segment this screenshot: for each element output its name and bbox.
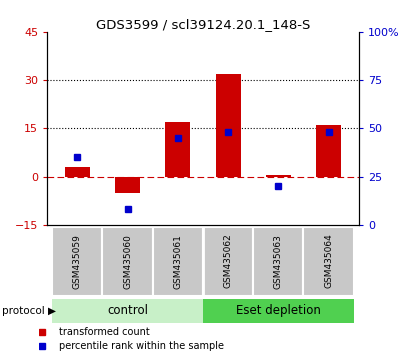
Bar (315, 125, 340, 177)
Text: GSM435064: GSM435064 (323, 234, 332, 289)
Text: GSM435061: GSM435061 (173, 234, 182, 289)
Text: GSM435060: GSM435060 (123, 234, 132, 289)
Text: GSM435062: GSM435062 (223, 234, 232, 289)
Bar (265, 175, 290, 177)
Bar (253, 227, 303, 296)
Text: protocol ▶: protocol ▶ (2, 306, 56, 316)
Bar (152, 227, 202, 296)
Text: GSM435059: GSM435059 (73, 234, 82, 289)
Bar (52, 299, 202, 322)
Bar (115, 177, 140, 193)
Bar (165, 122, 190, 177)
Text: percentile rank within the sample: percentile rank within the sample (58, 341, 223, 350)
Text: GSM435063: GSM435063 (273, 234, 282, 289)
Bar (102, 227, 152, 296)
Text: control: control (107, 304, 148, 317)
Bar (202, 299, 353, 322)
Bar (215, 74, 240, 177)
Text: Eset depletion: Eset depletion (235, 304, 320, 317)
Title: GDS3599 / scl39124.20.1_148-S: GDS3599 / scl39124.20.1_148-S (96, 18, 309, 31)
Bar (52, 227, 102, 296)
Bar (202, 227, 253, 296)
Text: transformed count: transformed count (58, 327, 149, 337)
Bar (65, 167, 90, 177)
Bar (303, 227, 353, 296)
